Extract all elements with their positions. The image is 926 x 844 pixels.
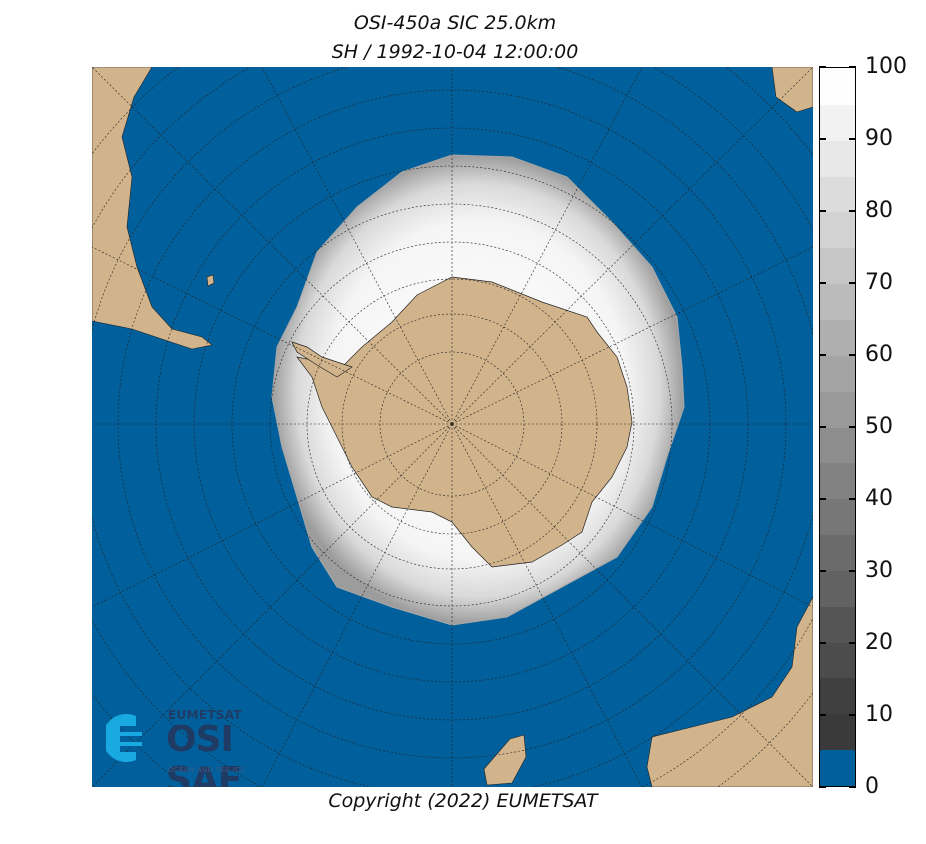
colorbar-segment xyxy=(820,678,855,715)
colorbar-segment xyxy=(820,69,855,105)
colorbar-tick xyxy=(819,282,826,284)
colorbar-tick xyxy=(819,642,826,644)
tasmania xyxy=(483,734,527,786)
colorbar-tick-label: 50 xyxy=(865,414,893,439)
antarctic-peninsula xyxy=(291,341,353,378)
colorbar-segment xyxy=(820,463,855,500)
colorbar-tick-label: 20 xyxy=(865,630,893,655)
sea-ice-map: EUMETSAT OSI SAF OCEAN AND SEA ICE xyxy=(92,67,813,787)
colorbar-segment xyxy=(820,714,855,751)
colorbar-tick xyxy=(849,138,856,140)
colorbar-tick xyxy=(819,714,826,716)
colorbar-segment xyxy=(820,606,855,643)
colorbar-tick xyxy=(849,210,856,212)
logo-name: OSI SAF xyxy=(166,719,242,787)
map-title: OSI-450a SIC 25.0km xyxy=(353,12,557,34)
colorbar-segment xyxy=(820,535,855,571)
colorbar-segment xyxy=(820,499,855,536)
map-subtitle: SH / 1992-10-04 12:00:00 xyxy=(331,41,579,63)
osisaf-logo: EUMETSAT OSI SAF OCEAN AND SEA ICE xyxy=(106,706,316,787)
colorbar-tick xyxy=(849,66,856,68)
colorbar-segment xyxy=(820,319,855,356)
colorbar-tick-label: 0 xyxy=(865,774,879,799)
colorbar-segment xyxy=(820,355,855,392)
colorbar-segment xyxy=(820,176,855,213)
colorbar-tick xyxy=(849,354,856,356)
colorbar-tick-label: 80 xyxy=(865,198,893,223)
colorbar-segment xyxy=(820,427,855,464)
island xyxy=(206,274,215,287)
colorbar-tick xyxy=(819,354,826,356)
colorbar-tick xyxy=(849,642,856,644)
colorbar-tick xyxy=(819,66,826,68)
colorbar-tick xyxy=(819,498,826,500)
colorbar-tick xyxy=(849,498,856,500)
colorbar-tick xyxy=(849,714,856,716)
colorbar-tick xyxy=(819,786,826,788)
logo-org: EUMETSAT xyxy=(168,708,242,722)
colorbar-segment xyxy=(820,284,855,320)
colorbar-segment xyxy=(820,212,855,249)
colorbar-tick-label: 40 xyxy=(865,486,893,511)
colorbar-segment xyxy=(820,391,855,428)
colorbar-segment xyxy=(820,570,855,607)
logo-subtitle: OCEAN AND SEA ICE xyxy=(168,766,246,774)
colorbar-segment xyxy=(820,642,855,679)
colorbar-segment xyxy=(820,140,855,177)
new-zealand-fragment xyxy=(771,67,813,113)
colorbar-segment xyxy=(820,248,855,285)
colorbar-tick xyxy=(849,786,856,788)
colorbar-tick-label: 10 xyxy=(865,702,893,727)
colorbar-segment xyxy=(820,750,855,786)
colorbar xyxy=(819,67,856,787)
colorbar-tick xyxy=(849,426,856,428)
colorbar-tick-label: 70 xyxy=(865,270,893,295)
colorbar-tick xyxy=(819,210,826,212)
copyright: Copyright (2022) EUMETSAT xyxy=(328,790,598,812)
graticule xyxy=(92,67,813,787)
colorbar-tick xyxy=(849,282,856,284)
south-america-landmass xyxy=(92,67,213,350)
colorbar-tick-label: 90 xyxy=(865,126,893,151)
colorbar-tick-label: 100 xyxy=(865,54,907,79)
colorbar-tick xyxy=(849,570,856,572)
osisaf-emblem-icon xyxy=(106,714,142,762)
colorbar-tick xyxy=(819,138,826,140)
colorbar-tick xyxy=(819,426,826,428)
colorbar-tick xyxy=(819,570,826,572)
colorbar-tick-label: 60 xyxy=(865,342,893,367)
map-canvas xyxy=(92,67,813,787)
australia-landmass xyxy=(646,596,813,787)
colorbar-tick-label: 30 xyxy=(865,558,893,583)
colorbar-segment xyxy=(820,104,855,141)
